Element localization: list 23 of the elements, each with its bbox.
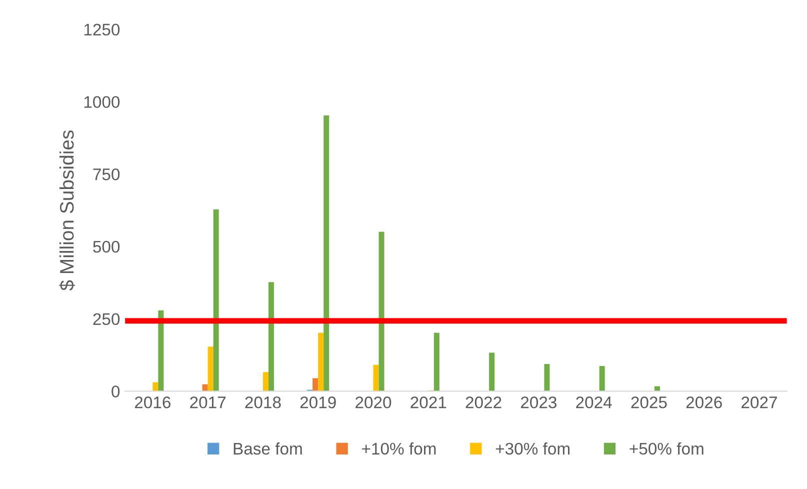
x-tick-label: 2017: [190, 396, 226, 408]
x-tick-label: 2018: [245, 396, 281, 408]
x-tick-label: 2021: [410, 396, 446, 408]
legend-label: +10% fom: [362, 442, 436, 455]
y-tick-label: 1250: [84, 24, 120, 36]
y-tick-label: 750: [93, 168, 120, 180]
x-tick-label: 2019: [300, 396, 336, 408]
y-tick-label: 1000: [84, 96, 120, 108]
y-tick-label: 250: [93, 313, 120, 326]
x-tick-label: 2016: [134, 396, 170, 408]
y-tick-label: 500: [93, 240, 120, 253]
x-tick-label: 2024: [576, 396, 612, 408]
x-tick-label: 2020: [356, 396, 392, 408]
legend-label: +50% fom: [630, 442, 704, 455]
legend-label: Base fom: [234, 442, 302, 455]
x-tick-label: 2023: [520, 396, 556, 408]
x-tick-label: 2025: [631, 396, 667, 408]
legend-label: +30% fom: [496, 442, 570, 455]
x-tick-label: 2022: [466, 396, 502, 408]
x-tick-label: 2027: [742, 396, 777, 408]
y-tick-label: 0: [112, 386, 120, 398]
x-tick-label: 2026: [686, 396, 722, 408]
y-axis-title: $ Million Subsidies: [59, 130, 75, 291]
